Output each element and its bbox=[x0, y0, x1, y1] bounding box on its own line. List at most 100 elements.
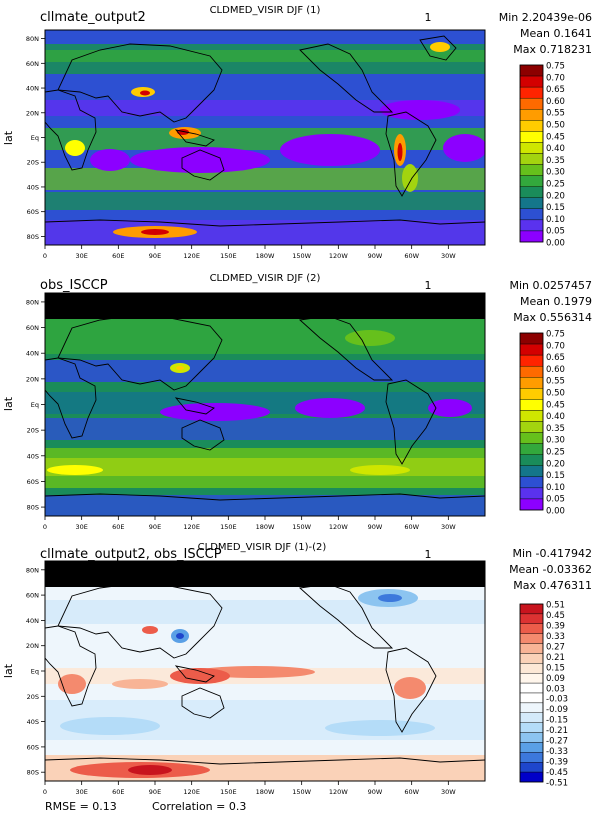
field-patch-china-core bbox=[176, 366, 184, 370]
x-tick-label: 180W bbox=[256, 523, 275, 531]
field-patch-southern-ocean-blue-2 bbox=[325, 720, 435, 736]
y-tick-label: 40N bbox=[26, 85, 39, 93]
x-tick-label: 90E bbox=[149, 252, 161, 260]
stat-max: Max 0.476311 bbox=[513, 579, 592, 592]
stat-min: Min -0.417942 bbox=[513, 547, 592, 560]
field-patch-north-atlantic-blue-core bbox=[378, 594, 402, 602]
x-tick-label: 150E bbox=[220, 252, 237, 260]
x-tick-label: 90W bbox=[368, 252, 383, 260]
y-axis-label: lat bbox=[2, 130, 15, 145]
colorbar-label: 0.21 bbox=[546, 653, 565, 663]
panel-number: 1 bbox=[425, 11, 432, 24]
field-band-south-ocean bbox=[45, 192, 485, 210]
colorbar-swatch bbox=[519, 343, 544, 356]
colorbar-label: 0.65 bbox=[546, 85, 565, 95]
x-tick-label: 60W bbox=[404, 788, 419, 796]
x-tick-label: 120W bbox=[329, 788, 348, 796]
colorbar-swatch bbox=[519, 633, 544, 644]
colorbar: 0.510.450.390.330.270.210.150.090.03-0.0… bbox=[519, 601, 568, 789]
x-ticks: 0 30E 60E 90E 120E 150E 180W 150W 120W 90W 60W 30W bbox=[43, 781, 456, 796]
colorbar-label: 0.30 bbox=[546, 436, 565, 446]
colorbar-swatch bbox=[519, 498, 544, 511]
colorbar-swatch bbox=[519, 454, 544, 466]
y-tick-label: 20S bbox=[27, 159, 39, 167]
x-tick-label: 150W bbox=[292, 252, 311, 260]
x-tick-label: 60E bbox=[112, 523, 124, 531]
colorbar-swatch bbox=[519, 64, 544, 77]
y-tick-label: 60S bbox=[27, 208, 39, 216]
colorbar-swatch bbox=[519, 332, 544, 345]
colorbar-label: 0.03 bbox=[546, 684, 565, 694]
field-patch-east-pacific-low bbox=[295, 398, 365, 418]
y-tick-label: 60N bbox=[26, 324, 39, 332]
colorbar-swatch bbox=[519, 131, 544, 143]
x-tick-label: 0 bbox=[43, 252, 47, 260]
y-tick-label: 20S bbox=[27, 427, 39, 435]
colorbar-swatch bbox=[519, 673, 544, 684]
colorbar-label: 0.09 bbox=[546, 674, 565, 684]
colorbar-swatch bbox=[519, 487, 544, 500]
colorbar-label: -0.21 bbox=[546, 726, 568, 736]
field-patch-greenland bbox=[430, 42, 450, 52]
colorbar-swatch bbox=[519, 230, 544, 243]
y-tick-label: 80N bbox=[26, 298, 39, 306]
colorbar-swatch bbox=[519, 164, 544, 176]
colorbar-label: -0.45 bbox=[546, 768, 568, 778]
x-tick-label: 120W bbox=[329, 523, 348, 531]
colorbar-swatch bbox=[519, 75, 544, 88]
y-tick-label: 40N bbox=[26, 617, 39, 625]
panel-title: CLDMED_VISIR DJF (1)-(2) bbox=[198, 542, 327, 553]
field-patch-north-atlantic-low bbox=[380, 100, 460, 120]
panel-model: cllmate_output2 CLDMED_VISIR DJF (1) 1 M… bbox=[2, 5, 592, 260]
y-tick-label: 20N bbox=[26, 109, 39, 117]
y-tick-label: 20S bbox=[27, 693, 39, 701]
missing-data-band bbox=[45, 293, 485, 319]
map-field bbox=[45, 30, 485, 245]
y-tick-label: 60S bbox=[27, 743, 39, 751]
colorbar-swatch bbox=[519, 399, 544, 411]
field-patch-africa bbox=[65, 140, 85, 156]
colorbar-swatch bbox=[519, 682, 544, 694]
colorbar-swatch bbox=[519, 142, 544, 154]
panel-obs: obs_ISCCP CLDMED_VISIR DJF (2) 1 Min 0.0… bbox=[2, 273, 592, 531]
colorbar-label: 0.51 bbox=[546, 601, 565, 611]
colorbar-label: 0.20 bbox=[546, 459, 565, 469]
y-tick-label: 60S bbox=[27, 478, 39, 486]
x-ticks: 0 30E 60E 90E 120E 150E 180W 150W 120W 90W 60W 30W bbox=[43, 245, 456, 260]
colorbar-swatch bbox=[519, 109, 544, 121]
colorbar-swatch bbox=[519, 702, 544, 713]
colorbar-swatch bbox=[519, 643, 544, 654]
colorbar-label: 0.25 bbox=[546, 448, 565, 458]
field-band-subtropics bbox=[45, 360, 485, 382]
colorbar-swatch bbox=[519, 421, 544, 433]
x-tick-label: 90W bbox=[368, 788, 383, 796]
field-patch-south-america-warm bbox=[394, 677, 426, 699]
y-ticks: 80N 60N 40N 20N Eq 20S 40S 60S 80S bbox=[26, 298, 45, 512]
colorbar-swatch bbox=[519, 175, 544, 187]
field-patch-north-pacific-warm bbox=[142, 626, 158, 634]
y-axis-label: lat bbox=[2, 396, 15, 411]
colorbar-swatch bbox=[519, 86, 544, 99]
stat-max: Max 0.556314 bbox=[513, 311, 592, 324]
x-tick-label: 60W bbox=[404, 252, 419, 260]
colorbar-label: 0.25 bbox=[546, 180, 565, 190]
panel-title: CLDMED_VISIR DJF (2) bbox=[210, 273, 321, 284]
coastlines bbox=[45, 35, 485, 227]
field-band-tropics bbox=[45, 128, 485, 150]
colorbar-label: 0.10 bbox=[546, 215, 565, 225]
colorbar-label: 0.65 bbox=[546, 353, 565, 363]
y-tick-label: Eq bbox=[31, 668, 39, 676]
y-tick-label: 80N bbox=[26, 566, 39, 574]
colorbar-swatch bbox=[519, 443, 544, 455]
x-tick-label: 30W bbox=[441, 788, 456, 796]
colorbar-label: 0.15 bbox=[546, 203, 565, 213]
colorbar-label: 0.33 bbox=[546, 632, 565, 642]
colorbar-label: 0.55 bbox=[546, 377, 565, 387]
y-tick-label: 40N bbox=[26, 350, 39, 358]
colorbar-swatch bbox=[519, 623, 544, 634]
stat-mean: Mean 0.1979 bbox=[520, 295, 592, 308]
field-band-north bbox=[45, 600, 485, 624]
x-tick-label: 0 bbox=[43, 523, 47, 531]
colorbar-label: -0.03 bbox=[546, 695, 568, 705]
